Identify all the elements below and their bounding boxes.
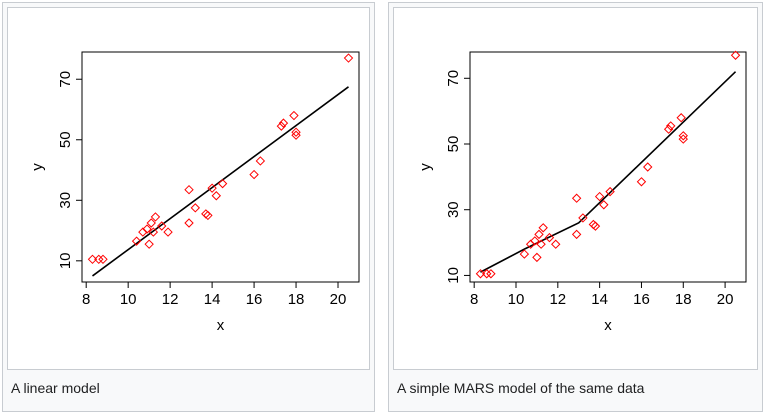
- y-tick-label: 70: [445, 70, 462, 87]
- plot-area-border: [81, 51, 360, 283]
- x-axis-label: x: [604, 317, 612, 334]
- data-point: [594, 191, 605, 202]
- data-point: [578, 213, 588, 223]
- y-axis-label: y: [29, 163, 46, 171]
- data-point: [643, 162, 653, 172]
- x-tick-label: 10: [120, 291, 137, 308]
- data-point: [217, 178, 228, 189]
- data-point: [536, 239, 546, 249]
- x-tick-label: 8: [470, 291, 478, 308]
- data-point: [605, 186, 615, 197]
- data-point: [678, 131, 688, 141]
- x-tick-label: 14: [591, 291, 608, 308]
- data-point: [519, 249, 530, 259]
- data-point: [289, 110, 299, 121]
- y-axis-label: y: [417, 163, 434, 171]
- data-point: [98, 254, 108, 265]
- x-axis-label: x: [217, 317, 225, 334]
- data-point: [538, 223, 548, 233]
- data-point: [544, 232, 555, 243]
- data-point: [530, 236, 540, 246]
- data-point: [482, 269, 492, 279]
- data-point: [666, 121, 676, 131]
- x-tick-label: 16: [633, 291, 650, 308]
- y-tick-label: 50: [57, 131, 74, 148]
- x-tick-label: 20: [717, 291, 734, 308]
- y-tick-label: 50: [445, 136, 462, 153]
- data-point: [730, 50, 741, 60]
- data-point: [663, 124, 674, 134]
- data-point: [146, 218, 156, 228]
- figure-caption: A linear model: [11, 380, 100, 396]
- data-point: [532, 252, 542, 263]
- data-point: [534, 229, 544, 240]
- data-point: [278, 118, 289, 128]
- data-point: [255, 156, 266, 166]
- x-tick-label: 18: [288, 291, 305, 308]
- data-point: [157, 221, 167, 231]
- data-point: [148, 227, 159, 237]
- data-point: [571, 193, 582, 203]
- y-tick-label: 10: [57, 252, 74, 269]
- data-point: [138, 227, 148, 237]
- data-point: [486, 269, 496, 279]
- data-point: [144, 239, 154, 249]
- y-tick-label: 70: [57, 71, 74, 88]
- data-point: [142, 224, 152, 234]
- data-point: [203, 210, 213, 221]
- data-point: [163, 227, 173, 237]
- x-tick-label: 12: [162, 291, 179, 308]
- data-point: [343, 53, 354, 63]
- data-point: [571, 229, 582, 240]
- data-point: [94, 254, 104, 265]
- data-point: [190, 203, 201, 213]
- y-tick-label: 10: [445, 267, 462, 284]
- data-point: [150, 212, 161, 222]
- x-tick-label: 20: [330, 291, 347, 308]
- data-point: [291, 130, 301, 140]
- x-tick-label: 18: [675, 291, 692, 308]
- plot-frame: 8 10 12 14 16 18 20 10 30 50 70 x y: [393, 7, 758, 370]
- mars-model-chart: 8 10 12 14 16 18 20 10 30 50 70 x y: [417, 50, 747, 334]
- data-point: [551, 239, 561, 249]
- data-point: [184, 218, 194, 228]
- x-tick-label: 12: [549, 291, 566, 308]
- data-point: [276, 121, 287, 131]
- plot-frame: 8 10 12 14 16 18 20 10 30 50 70 x y: [7, 7, 370, 370]
- x-tick-label: 8: [82, 291, 90, 308]
- data-point: [249, 169, 259, 180]
- y-tick-label: 30: [445, 201, 462, 218]
- data-point: [184, 184, 194, 195]
- data-point: [599, 200, 609, 210]
- data-point: [207, 183, 217, 193]
- fit-line: [480, 71, 737, 273]
- figure-caption: A simple MARS model of the same data: [397, 380, 645, 396]
- data-point: [590, 221, 601, 231]
- y-tick-label: 30: [57, 192, 74, 209]
- x-tick-label: 10: [508, 291, 525, 308]
- data-point: [676, 113, 686, 123]
- x-tick-label: 16: [246, 291, 263, 308]
- figure-mars-model: 8 10 12 14 16 18 20 10 30 50 70 x y A simple MARS mo…: [388, 2, 763, 412]
- data-point: [291, 127, 301, 137]
- data-point: [87, 254, 98, 265]
- data-point: [636, 177, 647, 187]
- figure-linear-model: 8 10 12 14 16 18 20 10 30 50 70 x y A linear model: [2, 2, 375, 412]
- plot-area-border: [469, 51, 747, 283]
- linear-model-chart: 8 10 12 14 16 18 20 10 30 50 70 x y: [29, 51, 360, 334]
- x-tick-label: 14: [204, 291, 221, 308]
- data-point: [131, 236, 142, 246]
- data-point: [678, 134, 688, 144]
- data-point: [475, 269, 486, 279]
- data-point: [211, 191, 222, 201]
